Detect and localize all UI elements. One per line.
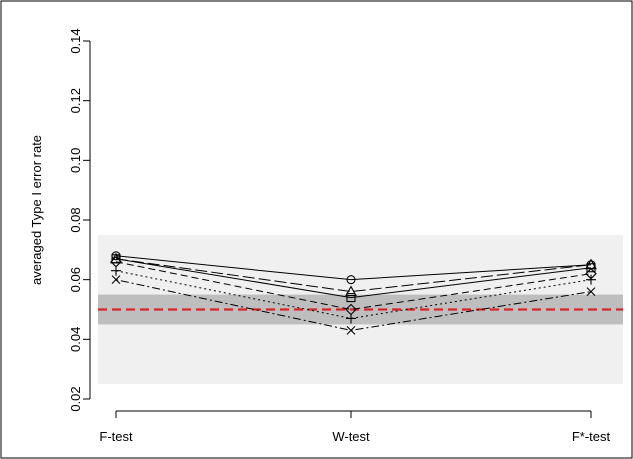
y-axis-title: averaged Type I error rate [29,135,44,285]
series-6-point-2 [346,325,356,335]
series-5-line [115,270,592,319]
series-5-point-1 [111,265,121,276]
series-2-point-2 [345,285,357,297]
series-3 [111,254,596,303]
series-6-point-3 [586,287,596,296]
series-3-point-1 [111,254,121,264]
series-5-point-3 [586,274,596,285]
y-tick-label: 0.10 [68,148,83,173]
y-tick-label: 0.12 [68,88,83,113]
x-tick-label: F*-test [572,429,611,444]
y-tick-label: 0.08 [68,207,83,232]
series-6-point-1 [111,275,121,285]
series-3-point-3 [586,263,596,273]
y-tick-label: 0.14 [68,28,83,53]
series-1-line [115,255,592,281]
x-tick-label: W-test [332,429,370,444]
series-4-line [115,261,592,311]
series-6 [111,275,596,335]
series-layer [110,251,597,335]
series-3-point-2 [346,293,356,303]
y-tick-label: 0.06 [68,267,83,292]
y-axis: 0.02 0.04 0.06 0.08 0.10 0.12 0.14 [68,28,91,412]
y-tick-label: 0.04 [68,327,83,352]
series-5 [111,265,596,324]
y-tick-label: 0.02 [68,386,83,411]
x-axis: F-test W-test F*-test [99,410,611,444]
x-tick-label: F-test [99,429,133,444]
series-1-point-2 [346,275,356,285]
series-5-point-2 [346,313,356,324]
series-3-line [115,258,592,299]
